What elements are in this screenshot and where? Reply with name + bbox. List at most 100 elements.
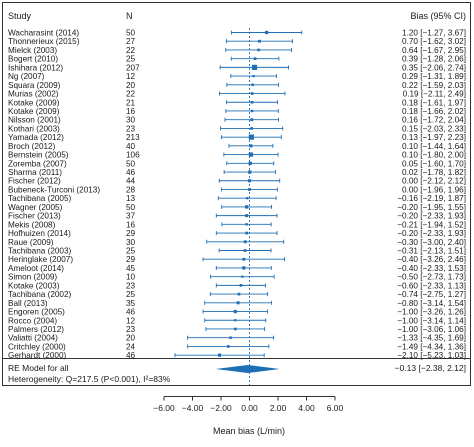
- study-bias-ci: 0.15 [−2.03, 2.33]: [402, 124, 466, 133]
- study-n: 20: [126, 334, 136, 343]
- study-bias-ci: 0.00 [−2.12, 2.12]: [402, 177, 466, 186]
- bias-marker: [233, 327, 237, 331]
- x-tick-label: 2.00: [270, 403, 287, 413]
- study-header: Study: [8, 11, 32, 21]
- study-n: 22: [126, 46, 136, 55]
- bias-marker: [237, 292, 241, 296]
- study-name: Engoren (2005): [8, 308, 65, 317]
- study-bias-ci: 0.18 [−1.61, 1.97]: [402, 98, 466, 107]
- study-row: Critchley (2000) 24 −1.49 [−4.34, 1.36]: [8, 342, 466, 351]
- study-bias-ci: −1.00 [−3.06, 1.06]: [397, 325, 466, 334]
- study-name: Mielck (2003): [8, 46, 57, 55]
- study-name: Wacharasint (2014): [8, 29, 79, 38]
- study-n: 13: [126, 194, 136, 203]
- study-row: Murias (2002) 22 0.19 [−2.11, 2.49]: [8, 90, 466, 99]
- study-name: Wagner (2005): [8, 203, 63, 212]
- study-row: Thonnerieux (2015) 27 0.70 [−1.62, 3.02]: [8, 37, 466, 46]
- study-row: Ball (2013) 35 −0.80 [−3.14, 1.54]: [8, 299, 466, 308]
- bias-marker: [233, 309, 237, 314]
- study-bias-ci: 0.22 [−1.59, 2.03]: [402, 81, 466, 90]
- study-n: 25: [126, 247, 136, 256]
- bias-marker: [248, 161, 252, 165]
- study-name: Bogert (2010): [8, 55, 58, 64]
- study-bias-ci: −0.40 [−3.26, 2.46]: [397, 255, 466, 264]
- study-n: 16: [126, 220, 136, 229]
- bias-marker: [243, 249, 247, 252]
- summary-diamond: [215, 365, 280, 373]
- study-name: Zoremba (2007): [8, 159, 67, 168]
- study-name: Squara (2009): [8, 81, 61, 90]
- study-row: Bogert (2010) 25 0.39 [−1.28, 2.06]: [8, 55, 466, 64]
- study-row: Wagner (2005) 50 −0.20 [−1.95, 1.55]: [8, 203, 466, 212]
- x-tick-label: −4.00: [182, 403, 204, 413]
- study-n: 23: [126, 124, 136, 133]
- study-bias-ci: 0.00 [−1.96, 1.96]: [402, 185, 466, 194]
- study-row: Mekis (2008) 16 −0.21 [−1.94, 1.52]: [8, 220, 466, 229]
- study-bias-ci: 0.16 [−1.72, 2.04]: [402, 116, 466, 125]
- study-row: Tachibana (2003) 25 −0.31 [−2.13, 1.51]: [8, 247, 466, 256]
- study-row: Heringlake (2007) 29 −0.40 [−3.26, 2.46]: [8, 255, 466, 264]
- study-bias-ci: 0.10 [−1.80, 2.00]: [402, 151, 466, 160]
- study-row: Valiatti (2004) 20 −1.33 [−4.35, 1.69]: [8, 334, 466, 343]
- study-name: Kothari (2003): [8, 124, 60, 133]
- study-row: Sharma (2011) 46 0.02 [−1.78, 1.82]: [8, 168, 466, 177]
- study-row: Kotake (2009) 21 0.18 [−1.61, 1.97]: [8, 98, 466, 107]
- study-row: Nilsson (2001) 30 0.16 [−1.72, 2.04]: [8, 116, 466, 125]
- study-n: 21: [126, 98, 136, 107]
- bias-marker: [242, 266, 246, 270]
- bias-marker: [229, 336, 232, 339]
- x-tick-label: 4.00: [298, 403, 315, 413]
- study-n: 35: [126, 299, 136, 308]
- study-n: 23: [126, 325, 136, 334]
- study-bias-ci: 0.29 [−1.31, 1.89]: [402, 72, 466, 81]
- bias-marker: [241, 275, 244, 278]
- study-name: Fischer (2012): [8, 177, 61, 186]
- bias-marker: [248, 188, 251, 191]
- study-n: 29: [126, 255, 136, 264]
- study-name: Ameloot (2014): [8, 264, 64, 273]
- bias-marker: [264, 30, 269, 35]
- study-bias-ci: 0.05 [−1.60, 1.70]: [402, 159, 466, 168]
- study-n: 207: [126, 63, 140, 72]
- bias-marker: [243, 240, 247, 244]
- bias-marker: [248, 170, 252, 174]
- study-name: Bernstein (2005): [8, 151, 69, 160]
- study-row: Hofhuizen (2014) 29 −0.20 [−2.33, 1.93]: [8, 229, 466, 238]
- study-n: 16: [126, 107, 136, 116]
- study-name: Bubeneck-Turconi (2013): [8, 185, 100, 194]
- study-bias-ci: 0.70 [−1.62, 3.02]: [402, 37, 466, 46]
- bias-marker: [250, 109, 254, 113]
- study-n: 27: [126, 37, 136, 46]
- bias-marker: [250, 92, 254, 95]
- study-row: Palmers (2012) 23 −1.00 [−3.06, 1.06]: [8, 325, 466, 334]
- study-row: Engoren (2005) 46 −1.00 [−3.26, 1.26]: [8, 308, 466, 317]
- study-n: 37: [126, 212, 136, 221]
- study-name: Critchley (2000): [8, 342, 66, 351]
- bias-marker: [236, 301, 240, 305]
- study-n: 40: [126, 142, 136, 151]
- study-row: Tachibana (2005) 13 −0.16 [−2.19, 1.87]: [8, 194, 466, 203]
- study-row: Kotake (2003) 23 −0.60 [−2.33, 1.13]: [8, 281, 466, 290]
- study-n: 50: [126, 159, 136, 168]
- bias-marker: [251, 83, 254, 87]
- study-name: Kotake (2009): [8, 107, 60, 116]
- study-row: Kotake (2009) 16 0.18 [−1.66, 2.02]: [8, 107, 466, 116]
- study-name: Tachibana (2005): [8, 194, 72, 203]
- bias-marker: [247, 179, 252, 183]
- study-n: 50: [126, 29, 136, 38]
- bias-marker: [258, 39, 261, 43]
- study-row: Raue (2009) 30 −0.30 [−3.00, 2.40]: [8, 238, 466, 247]
- study-n: 22: [126, 90, 136, 99]
- study-row: Rocco (2004) 12 −1.00 [−3.14, 1.14]: [8, 316, 466, 325]
- bias-marker: [248, 152, 254, 157]
- bias-marker: [250, 118, 254, 122]
- study-bias-ci: −0.31 [−2.13, 1.51]: [397, 247, 466, 256]
- study-row: Mielck (2003) 22 0.64 [−1.67, 2.95]: [8, 46, 466, 55]
- study-n: 25: [126, 55, 136, 64]
- bias-header: Bias (95% CI): [410, 11, 466, 21]
- study-row: Yamada (2012) 213 0.13 [−1.97, 2.23]: [8, 133, 466, 142]
- study-name: Kotake (2009): [8, 98, 60, 107]
- bias-marker: [234, 319, 237, 322]
- bias-marker: [250, 100, 254, 104]
- study-bias-ci: −0.20 [−2.33, 1.93]: [397, 212, 466, 221]
